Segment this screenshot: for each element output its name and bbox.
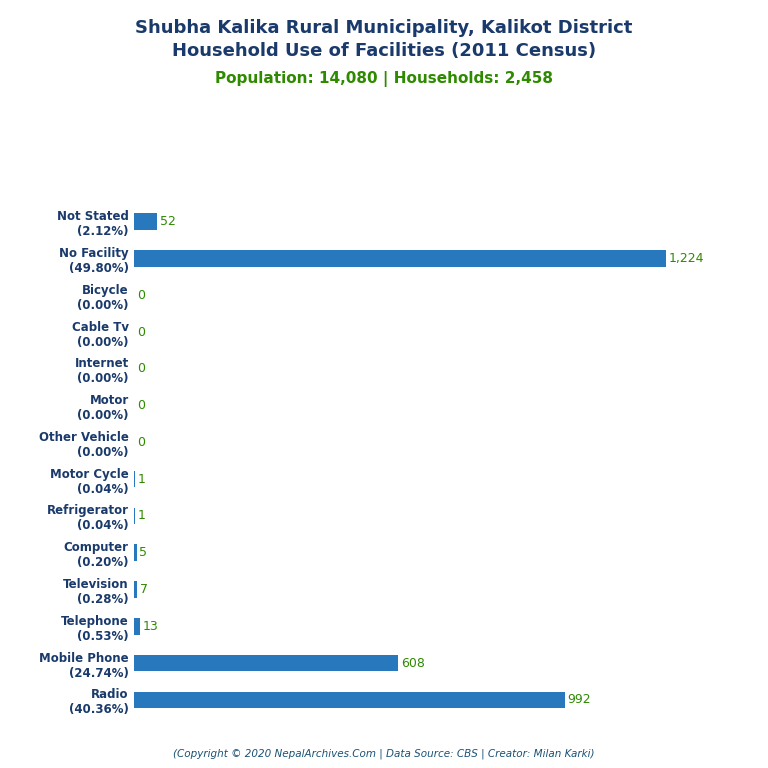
Text: 0: 0 xyxy=(137,399,145,412)
Text: (Copyright © 2020 NepalArchives.Com | Data Source: CBS | Creator: Milan Karki): (Copyright © 2020 NepalArchives.Com | Da… xyxy=(174,748,594,759)
Text: Household Use of Facilities (2011 Census): Household Use of Facilities (2011 Census… xyxy=(172,42,596,60)
Bar xyxy=(134,655,399,671)
Bar xyxy=(134,691,565,708)
Text: 0: 0 xyxy=(137,436,145,449)
Text: Population: 14,080 | Households: 2,458: Population: 14,080 | Households: 2,458 xyxy=(215,71,553,87)
Bar xyxy=(134,581,137,598)
Text: 992: 992 xyxy=(568,694,591,707)
Text: 0: 0 xyxy=(137,362,145,376)
Text: 0: 0 xyxy=(137,289,145,302)
Text: 1: 1 xyxy=(137,472,145,485)
Bar xyxy=(134,214,157,230)
Text: 52: 52 xyxy=(160,215,175,228)
Text: 608: 608 xyxy=(401,657,425,670)
Text: 13: 13 xyxy=(143,620,158,633)
Text: 0: 0 xyxy=(137,326,145,339)
Text: 1: 1 xyxy=(137,509,145,522)
Bar xyxy=(134,250,666,266)
Text: 7: 7 xyxy=(140,583,148,596)
Bar xyxy=(134,618,140,634)
Text: Shubha Kalika Rural Municipality, Kalikot District: Shubha Kalika Rural Municipality, Kaliko… xyxy=(135,19,633,37)
Text: 1,224: 1,224 xyxy=(668,252,703,265)
Text: 5: 5 xyxy=(139,546,147,559)
Bar xyxy=(134,545,137,561)
